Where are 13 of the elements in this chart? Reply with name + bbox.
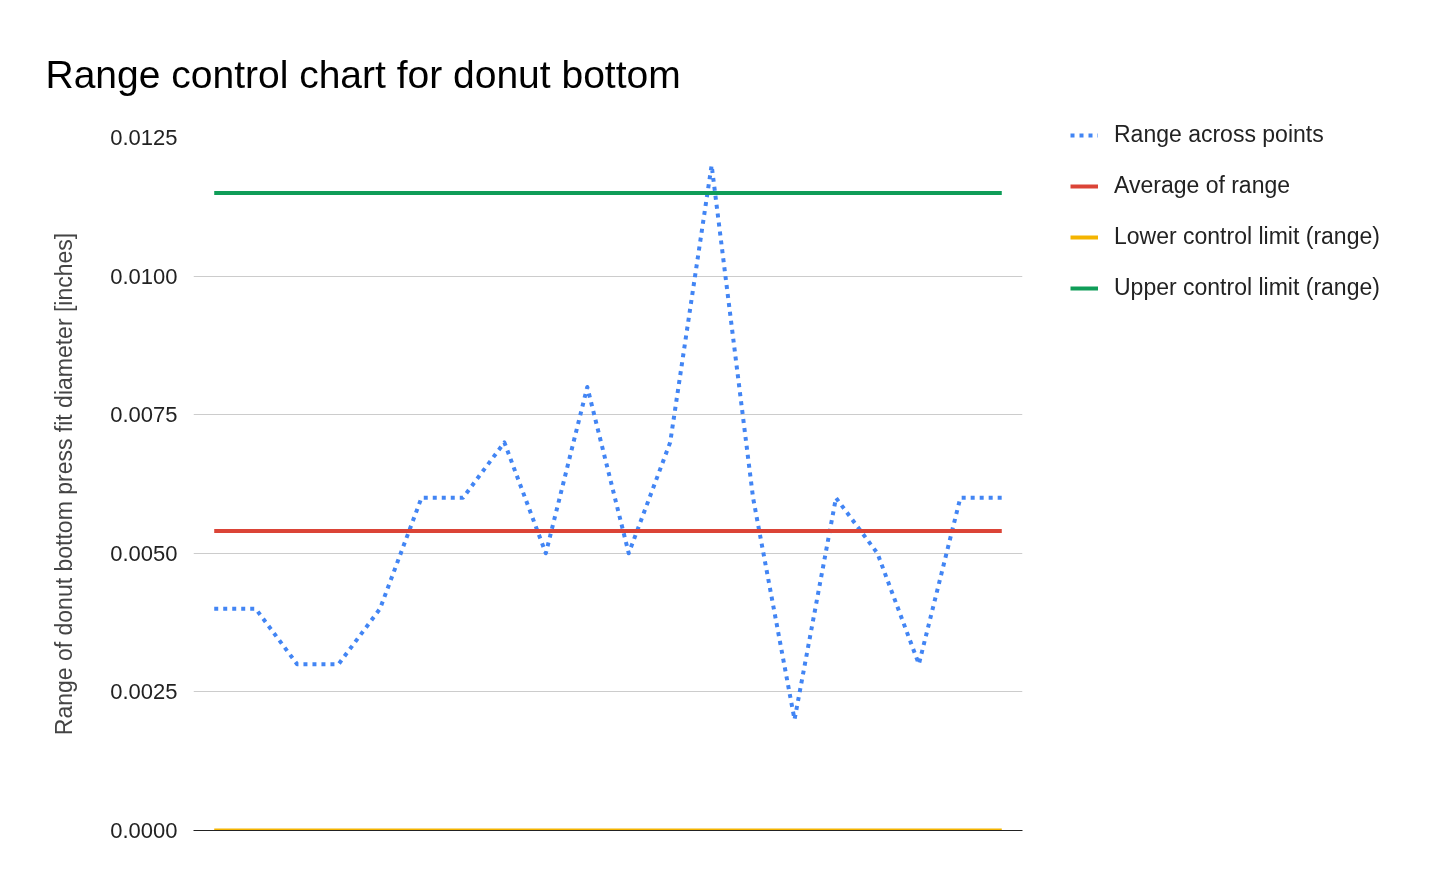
chart-title: Range control chart for donut bottom bbox=[45, 53, 681, 96]
legend-label: Average of range bbox=[1114, 172, 1291, 199]
y-tick-label: 0.0050 bbox=[110, 540, 178, 566]
y-tick-label: 0.0100 bbox=[110, 263, 178, 289]
y-tick-label: 0.0125 bbox=[110, 125, 178, 150]
y-tick-label: 0.0075 bbox=[110, 402, 178, 428]
y-tick-label: 0.0000 bbox=[110, 818, 178, 843]
line-series bbox=[212, 163, 1004, 722]
legend-label: Upper control limit (range) bbox=[1114, 274, 1380, 301]
y-tick-label: 0.0025 bbox=[110, 679, 178, 705]
legend-label: Range across points bbox=[1114, 121, 1324, 148]
y-axis-title: Range of donut bottom press fit diameter [inches] bbox=[51, 232, 78, 736]
legend-label: Lower control limit (range) bbox=[1114, 223, 1380, 250]
